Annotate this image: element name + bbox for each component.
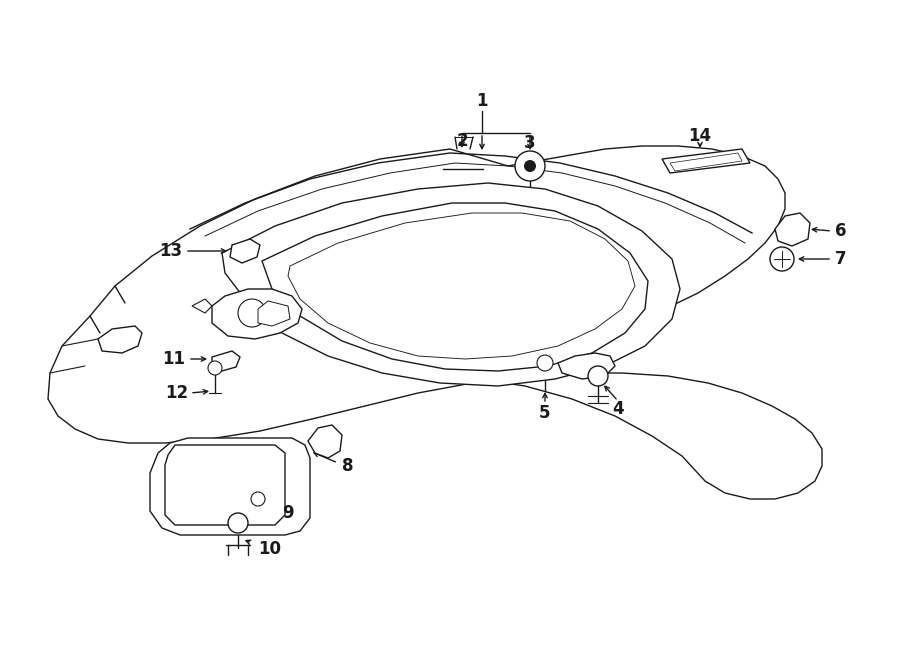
Text: 12: 12 [165, 384, 188, 402]
Text: 5: 5 [539, 404, 551, 422]
Polygon shape [98, 326, 142, 353]
Polygon shape [262, 203, 648, 371]
Text: 7: 7 [835, 250, 847, 268]
Polygon shape [258, 301, 290, 326]
Polygon shape [775, 213, 810, 246]
Polygon shape [558, 353, 615, 379]
Polygon shape [288, 213, 635, 359]
Text: 2: 2 [456, 132, 468, 150]
Polygon shape [662, 149, 750, 173]
Polygon shape [230, 239, 260, 263]
Circle shape [537, 355, 553, 371]
Polygon shape [212, 351, 240, 371]
Circle shape [228, 513, 248, 533]
Text: 4: 4 [612, 400, 624, 418]
Circle shape [515, 151, 545, 181]
Circle shape [251, 492, 265, 506]
Circle shape [208, 361, 222, 375]
Text: 1: 1 [476, 92, 488, 110]
Polygon shape [48, 146, 822, 499]
Text: 13: 13 [159, 242, 182, 260]
Polygon shape [212, 289, 302, 339]
Text: 9: 9 [282, 504, 293, 522]
Text: 6: 6 [835, 222, 847, 240]
Polygon shape [222, 183, 680, 386]
Circle shape [770, 247, 794, 271]
Polygon shape [165, 445, 285, 525]
Text: 11: 11 [162, 350, 185, 368]
Polygon shape [150, 438, 310, 535]
Polygon shape [308, 425, 342, 458]
Circle shape [524, 160, 536, 172]
Circle shape [588, 366, 608, 386]
Circle shape [238, 299, 266, 327]
Text: 10: 10 [258, 540, 281, 558]
Polygon shape [192, 299, 212, 313]
Text: 8: 8 [342, 457, 354, 475]
Text: 3: 3 [524, 134, 536, 152]
Text: 14: 14 [688, 127, 712, 145]
